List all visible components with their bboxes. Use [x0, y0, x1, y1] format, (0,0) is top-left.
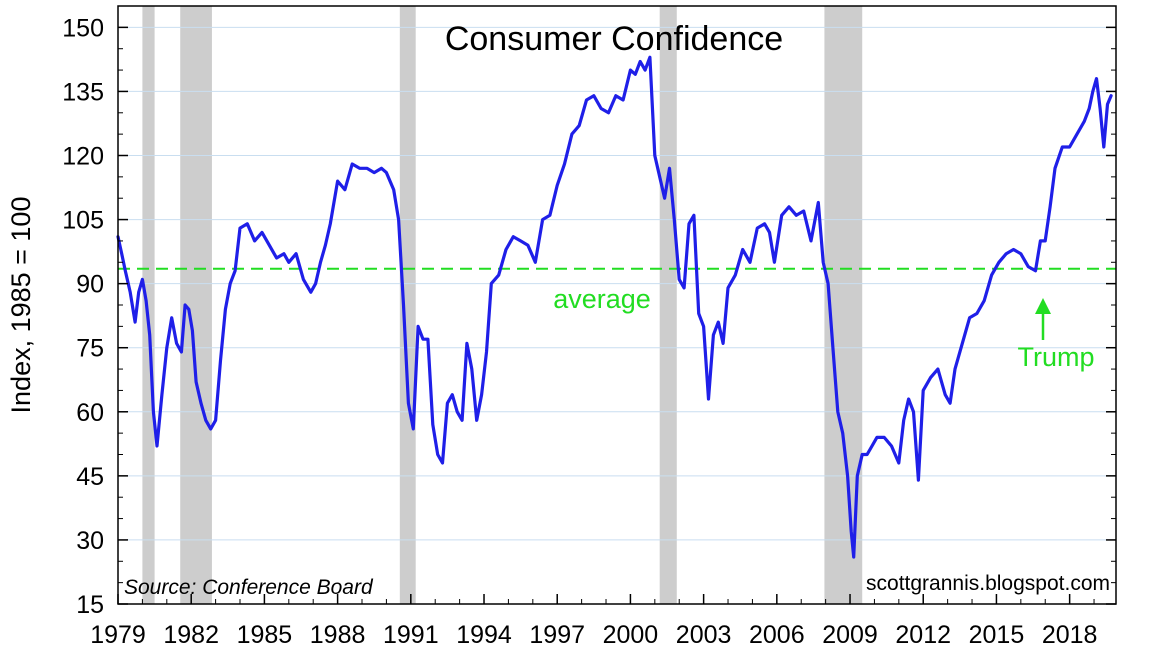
gridlines	[118, 26, 1116, 541]
y-tick-label-150: 150	[62, 14, 104, 42]
x-tick-label-2003: 2003	[676, 621, 732, 649]
y-tick-label-120: 120	[62, 143, 104, 171]
y-tick-label-90: 90	[76, 271, 104, 299]
x-tick-label-2000: 2000	[603, 621, 659, 649]
x-tick-label-1991: 1991	[383, 621, 439, 649]
x-tick-label-1979: 1979	[90, 621, 146, 649]
x-tick-label-2009: 2009	[822, 621, 878, 649]
chart-title: Consumer Confidence	[445, 20, 783, 58]
x-tick-label-2012: 2012	[895, 621, 951, 649]
y-axis-label: Index, 1985 = 100	[6, 197, 36, 414]
x-tick-label-1994: 1994	[456, 621, 512, 649]
x-tick-label-1988: 1988	[310, 621, 366, 649]
average-label: average	[553, 284, 651, 314]
x-tick-label-1985: 1985	[237, 621, 293, 649]
y-tick-label-60: 60	[76, 399, 104, 427]
y-tick-label-75: 75	[76, 335, 104, 363]
x-tick-label-1982: 1982	[163, 621, 219, 649]
y-tick-labels: 15 30 45 60 75 90 105 120 135 150	[62, 14, 104, 619]
x-tick-label-1997: 1997	[529, 621, 585, 649]
y-tick-label-105: 105	[62, 207, 104, 235]
series-line-1	[116, 55, 1113, 559]
y-tick-label-45: 45	[76, 463, 104, 491]
x-tick-labels: 1979 1982 1985 1988 1991 1994 1997 2000 2003 2006…	[90, 621, 1097, 649]
recession-band-1	[142, 6, 155, 604]
y-tick-label-30: 30	[76, 527, 104, 555]
y-tick-label-15: 15	[76, 591, 104, 619]
x-tick-label-2006: 2006	[749, 621, 805, 649]
series-group	[116, 55, 1113, 559]
credit-note: scottgrannis.blogspot.com	[866, 572, 1110, 595]
source-note: Source: Conference Board	[124, 576, 374, 599]
x-tick-label-2015: 2015	[969, 621, 1025, 649]
recession-band-4	[659, 6, 677, 604]
y-tick-label-135: 135	[62, 78, 104, 106]
trump-arrow-head	[1035, 298, 1051, 314]
trump-label: Trump	[1017, 342, 1094, 372]
x-tick-label-2018: 2018	[1042, 621, 1098, 649]
axis-ticks	[117, 26, 1116, 605]
